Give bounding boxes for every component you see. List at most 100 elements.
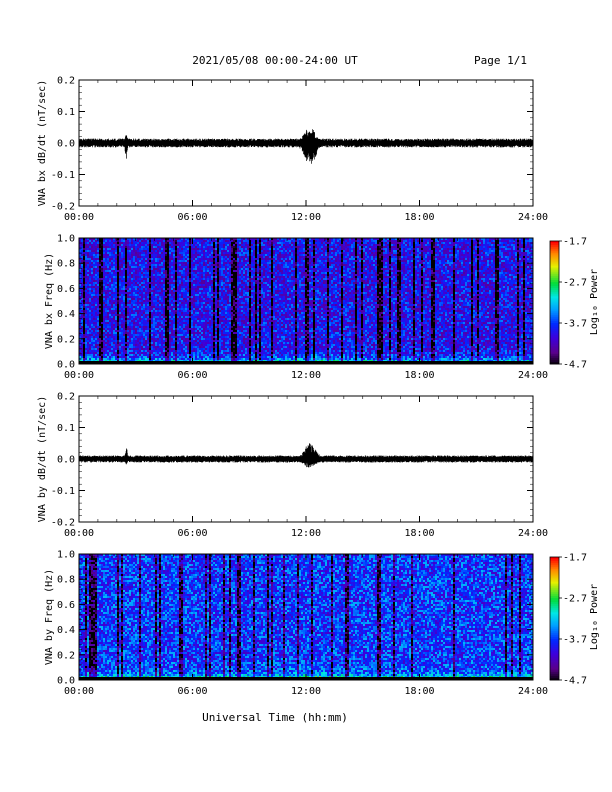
spectrogram-cell [193,330,196,333]
spectrogram-cell [175,264,178,267]
spectrogram-cell [165,310,168,313]
spectrogram-cell [147,322,150,325]
spectrogram-cell [207,290,210,293]
spectrogram-cell [141,262,144,265]
spectrogram-cell [179,316,182,319]
spectrogram-cell [173,356,176,359]
spectrogram-cell [233,254,236,257]
spectrogram-cell [159,356,162,359]
spectrogram-cell [161,356,164,359]
spectrogram-cell [181,342,184,345]
spectrogram-cell [221,280,224,283]
spectrogram-cell [99,276,102,279]
spectrogram-cell [81,302,84,305]
spectrogram-cell [193,294,196,297]
spectrogram-cell [233,260,236,263]
spectrogram-cell [199,306,202,309]
spectrogram-cell [153,316,156,319]
spectrogram-cell [219,342,222,345]
spectrogram-cell [141,300,144,303]
spectrogram-cell [151,296,154,299]
spectrogram-cell [197,252,200,255]
spectrogram-cell [231,304,234,307]
spectrogram-cell [181,238,184,241]
spectrogram-cell [229,268,232,271]
spectrogram-cell [131,310,134,313]
spectrogram-cell [99,326,102,329]
spectrogram-cell [211,242,214,245]
spectrogram-cell [101,244,104,247]
spectrogram-cell [119,330,122,333]
spectrogram-cell [101,288,104,291]
spectrogram-cell [127,334,130,337]
spectrogram-cell [167,318,170,321]
spectrogram-cell [193,344,196,347]
spectrogram-cell [151,308,154,311]
spectrogram-cell [117,350,120,353]
spectrogram-cell [121,304,124,307]
spectrogram-cell [139,350,142,353]
spectrogram-cell [109,326,112,329]
spectrogram-cell [227,274,230,277]
spectrogram-cell [137,318,140,321]
spectrogram-cell [187,312,190,315]
spectrogram-cell [113,238,116,241]
spectrogram-cell [145,330,148,333]
spectrogram-cell [163,352,166,355]
spectrogram-cell [137,326,140,329]
spectrogram-cell [169,310,172,313]
spectrogram-cell [183,346,186,349]
spectrogram-cell [127,358,130,361]
spectrogram-cell [119,358,122,361]
spectrogram-cell [159,342,162,345]
spectrogram-cell [211,248,214,251]
spectrogram-cell [161,338,164,341]
spectrogram-cell [155,352,158,355]
spectrogram-cell [189,244,192,247]
spectrogram-cell [159,292,162,295]
spectrogram-cell [217,302,220,305]
spectrogram-cell [213,354,216,357]
spectrogram-cell [199,304,202,307]
spectrogram-cell [229,290,232,293]
spectrogram-cell [103,316,106,319]
spectrogram-cell [201,252,204,255]
spectrogram-cell [89,280,92,283]
spectrogram-cell [205,310,208,313]
spectrogram-cell [139,292,142,295]
spectrogram-cell [93,256,96,259]
spectrogram-cell [91,340,94,343]
spectrogram-cell [141,324,144,327]
spectrogram-cell [117,292,120,295]
spectrogram-cell [143,256,146,259]
spectrogram-cell [119,252,122,255]
spectrogram-cell [111,350,114,353]
spectrogram-cell [209,290,212,293]
spectrogram-cell [129,282,132,285]
spectrogram-cell [175,312,178,315]
spectrogram-cell [207,338,210,341]
spectrogram-cell [195,250,198,253]
spectrogram-cell [203,296,206,299]
spectrogram-cell [111,256,114,259]
spectrogram-cell [85,244,88,247]
spectrogram-cell [83,342,86,345]
spectrogram-cell [183,268,186,271]
spectrogram-cell [231,320,234,323]
spectrogram-cell [197,354,200,357]
spectrogram-cell [167,246,170,249]
spectrogram-cell [149,264,152,267]
spectrogram-cell [209,248,212,251]
spectrogram-cell [227,304,230,307]
spectrogram-cell [167,322,170,325]
spectrogram-cell [179,300,182,303]
spectrogram-cell [229,270,232,273]
spectrogram-cell [197,328,200,331]
spectrogram-cell [229,282,232,285]
spectrogram-cell [79,318,82,321]
spectrogram-cell [229,348,232,351]
spectrogram-cell [159,300,162,303]
spectrogram-cell [199,296,202,299]
spectrogram-cell [211,308,214,311]
spectrogram-cell [85,240,88,243]
